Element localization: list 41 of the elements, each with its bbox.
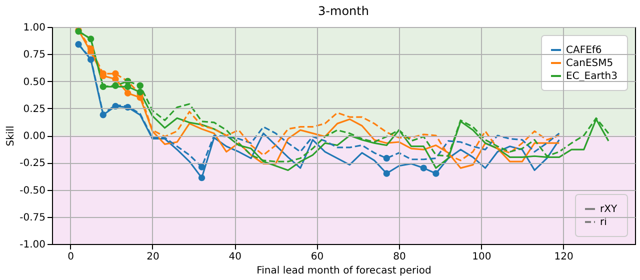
- annotation: ri: [600, 217, 607, 228]
- y-tick-label: 0.00: [23, 131, 46, 142]
- point: [136, 82, 144, 89]
- point: [75, 41, 82, 48]
- y-tick-label: -1.00: [20, 240, 46, 250]
- chart-title: 3-month: [318, 4, 369, 18]
- x-axis-title: Final lead month of forecast period: [256, 266, 432, 276]
- point: [87, 56, 94, 63]
- point: [136, 88, 144, 96]
- y-tick-label: 0.50: [23, 76, 46, 88]
- y-tick-label: 0.75: [23, 50, 46, 61]
- x-tick-label: 20: [146, 252, 160, 262]
- point: [198, 174, 206, 182]
- point: [87, 36, 94, 42]
- point: [198, 164, 206, 170]
- point: [112, 82, 119, 89]
- point: [112, 70, 119, 77]
- legend-label: EC_Earth3: [566, 71, 618, 82]
- legend-label: CanESM5: [566, 58, 614, 69]
- point: [432, 170, 440, 177]
- annotation: rXY: [600, 204, 618, 215]
- y-tick-label: -0.50: [20, 185, 46, 196]
- y-tick-label: 1.00: [23, 22, 46, 34]
- x-tick-label: 80: [393, 252, 406, 262]
- y-tick-label: -0.25: [20, 158, 46, 170]
- point: [383, 170, 390, 177]
- point: [383, 154, 390, 162]
- y-axis-title: Skill: [6, 126, 17, 146]
- legend-label: CAFEf6: [566, 45, 602, 56]
- point: [124, 90, 132, 97]
- x-tick-label: 100: [472, 252, 492, 262]
- point: [100, 112, 107, 118]
- x-tick-label: 0: [68, 252, 74, 262]
- y-tick-label: -0.75: [20, 212, 46, 224]
- x-tick-label: 60: [310, 252, 324, 262]
- point: [124, 83, 132, 90]
- x-tick-label: 40: [228, 252, 242, 262]
- point: [100, 83, 107, 90]
- x-tick-label: 120: [554, 252, 574, 262]
- y-tick-label: 0.25: [23, 104, 46, 115]
- point: [420, 164, 427, 172]
